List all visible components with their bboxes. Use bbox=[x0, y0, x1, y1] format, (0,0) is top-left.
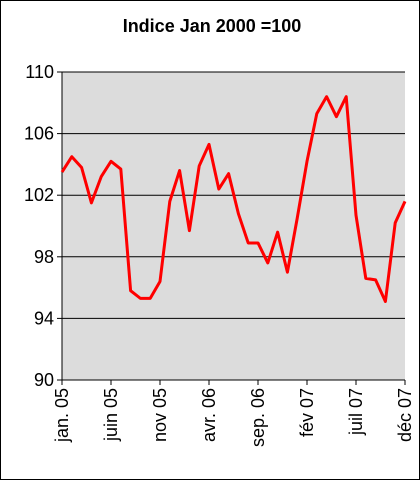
x-tick-label: avr. 06 bbox=[199, 388, 219, 442]
y-tick-label: 110 bbox=[25, 62, 54, 82]
x-tick-label: déc 07 bbox=[395, 388, 415, 442]
x-tick-label: jan. 05 bbox=[52, 388, 72, 443]
x-tick-label: juil 07 bbox=[346, 388, 366, 436]
plot-area bbox=[62, 72, 405, 380]
x-tick-label: sep. 06 bbox=[248, 388, 268, 447]
y-tick-label: 102 bbox=[24, 185, 54, 205]
x-tick-label: juin 05 bbox=[101, 388, 121, 442]
x-tick-label: fév 07 bbox=[297, 388, 317, 437]
y-tick-label: 94 bbox=[34, 308, 54, 328]
chart-title: Indice Jan 2000 =100 bbox=[123, 16, 302, 36]
x-tick-label: nov 05 bbox=[150, 388, 170, 442]
y-tick-label: 98 bbox=[34, 247, 54, 267]
y-tick-label: 106 bbox=[24, 124, 54, 144]
y-tick-label: 90 bbox=[34, 370, 54, 390]
data-line bbox=[60, 95, 407, 303]
